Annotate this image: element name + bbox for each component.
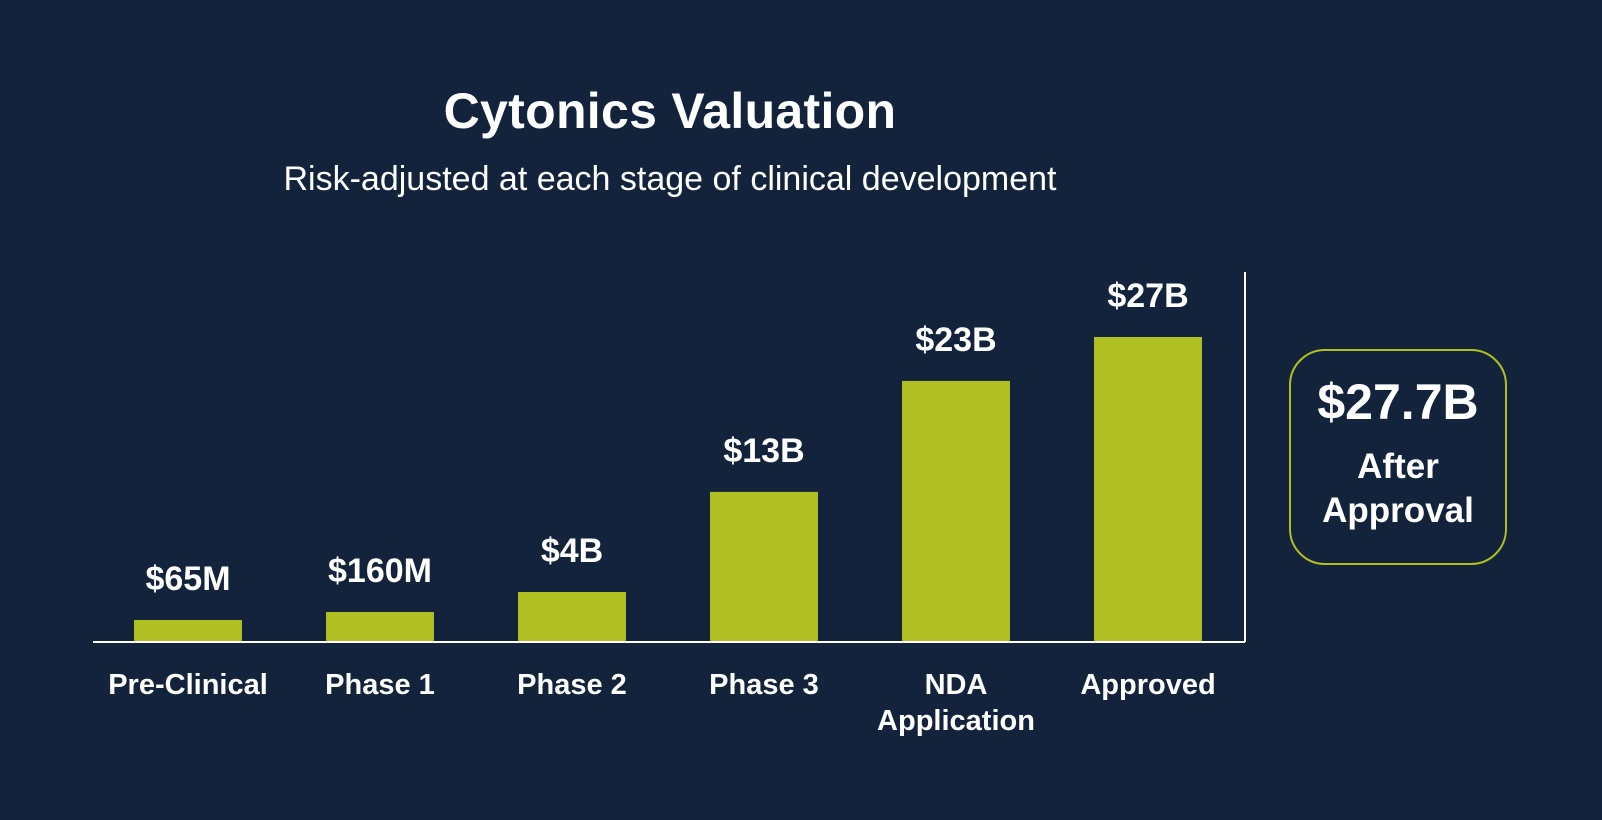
data-label: $65M [145,560,230,598]
category-label: Pre-Clinical [108,669,268,701]
chart-subtitle: Risk-adjusted at each stage of clinical … [283,160,1057,198]
bar-phase-3 [710,491,818,642]
data-label: $23B [915,321,996,359]
data-label: $27B [1107,277,1188,315]
bar-phase-1 [326,612,434,642]
category-label: Application [877,705,1035,737]
data-label: $160M [328,552,432,590]
approval-valuation-callout: $27.7B After Approval [1289,349,1507,565]
callout-value: $27.7B [1317,374,1479,430]
category-label: Phase 2 [517,669,627,701]
data-label: $13B [723,432,804,470]
category-label: Approved [1080,669,1215,701]
chart-title: Cytonics Valuation [443,83,897,139]
category-label: Phase 1 [325,669,435,701]
bar-nda-application [902,380,1010,642]
bar-approved [1094,337,1202,642]
category-label: NDA [925,669,988,701]
bar-phase-2 [518,592,626,642]
category-label: Phase 3 [709,669,819,701]
bar-pre-clinical [134,620,242,642]
callout-label: After Approval [1322,447,1474,530]
data-label: $4B [541,532,603,570]
